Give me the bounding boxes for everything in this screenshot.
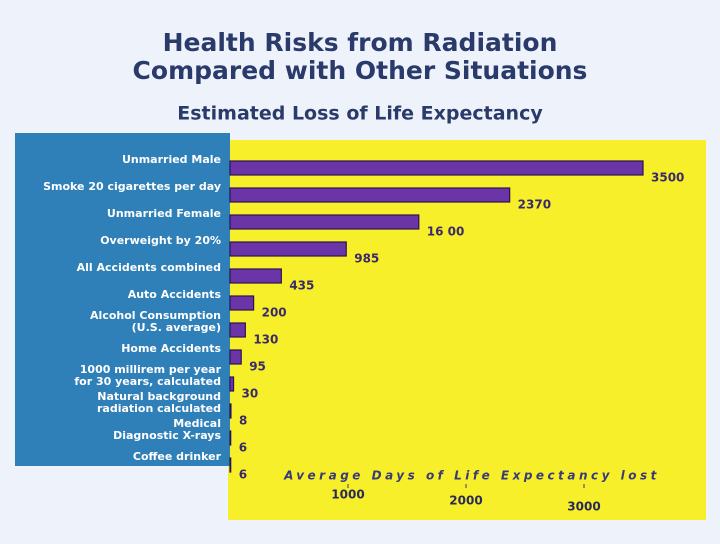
y-tick-label-line: Auto Accidents bbox=[128, 288, 222, 301]
bar bbox=[229, 322, 246, 338]
bar bbox=[229, 214, 420, 230]
y-tick-label-line: Unmarried Male bbox=[122, 153, 221, 166]
x-tick-label: 3000 bbox=[567, 500, 600, 514]
bar bbox=[229, 268, 282, 284]
chart-title: Health Risks from Radiation bbox=[163, 28, 558, 57]
x-axis-label: Average Days of Life Expectancy lost bbox=[283, 469, 660, 483]
y-tick-label: All Accidents combined bbox=[77, 261, 221, 274]
x-tick-label: 2000 bbox=[449, 494, 482, 508]
y-tick-label-line: Medical bbox=[173, 417, 221, 430]
chart-subtitle: Estimated Loss of Life Expectancy bbox=[177, 103, 543, 125]
y-tick-label-line: All Accidents combined bbox=[77, 261, 221, 274]
value-label: 30 bbox=[242, 387, 259, 401]
label-panel bbox=[15, 133, 230, 466]
y-tick-label-line: Smoke 20 cigarettes per day bbox=[43, 180, 221, 193]
plot-panel bbox=[228, 140, 706, 520]
y-tick-label-line: Natural background bbox=[97, 390, 221, 403]
bar bbox=[229, 430, 232, 446]
y-tick-label-line: radiation calculated bbox=[97, 402, 221, 415]
y-tick-label: Smoke 20 cigarettes per day bbox=[43, 180, 221, 193]
y-tick-label: Overweight by 20% bbox=[100, 234, 221, 247]
value-label: 6 bbox=[239, 468, 247, 482]
y-tick-label: Alcohol Consumption (U.S. average) bbox=[90, 309, 221, 334]
y-tick-label: Unmarried Male bbox=[122, 153, 221, 166]
value-label: 200 bbox=[262, 306, 287, 320]
bar bbox=[229, 187, 511, 203]
chart-title: Compared with Other Situations bbox=[133, 56, 588, 85]
value-label: 16 00 bbox=[427, 225, 465, 239]
y-tick-label: Unmarried Female bbox=[107, 207, 221, 220]
value-label: 130 bbox=[253, 333, 278, 347]
y-tick-label-line: Alcohol Consumption bbox=[90, 309, 221, 322]
y-tick-label-line: for 30 years, calculated bbox=[74, 375, 221, 388]
y-tick-label-line: Diagnostic X-rays bbox=[113, 429, 221, 442]
bar bbox=[229, 349, 242, 365]
y-tick-label: Auto Accidents bbox=[128, 288, 222, 301]
value-label: 95 bbox=[249, 360, 266, 374]
value-label: 985 bbox=[354, 252, 379, 266]
value-label: 2370 bbox=[518, 198, 551, 212]
y-tick-label: Coffee drinker bbox=[133, 450, 222, 463]
bar bbox=[229, 295, 255, 311]
y-tick-label: Medical Diagnostic X-rays bbox=[113, 417, 221, 442]
bar bbox=[229, 160, 644, 176]
y-tick-label-line: 1000 millirem per year bbox=[80, 363, 222, 376]
value-label: 435 bbox=[289, 279, 314, 293]
value-label: 8 bbox=[239, 414, 247, 428]
y-tick-label: Home Accidents bbox=[121, 342, 221, 355]
x-tick-label: 1000 bbox=[331, 488, 364, 502]
bar bbox=[229, 376, 235, 392]
bar bbox=[229, 241, 347, 257]
bar bbox=[229, 403, 232, 419]
y-tick-label: 1000 millirem per year for 30 years, calc… bbox=[74, 363, 221, 388]
value-label: 3500 bbox=[651, 171, 684, 185]
y-tick-label-line: (U.S. average) bbox=[132, 321, 221, 334]
y-tick-label: Natural background radiation calculated bbox=[97, 390, 221, 415]
bar bbox=[229, 457, 232, 473]
y-tick-label-line: Coffee drinker bbox=[133, 450, 222, 463]
y-tick-label-line: Overweight by 20% bbox=[100, 234, 221, 247]
y-tick-label-line: Unmarried Female bbox=[107, 207, 221, 220]
y-tick-label-line: Home Accidents bbox=[121, 342, 221, 355]
value-label: 6 bbox=[239, 441, 247, 455]
